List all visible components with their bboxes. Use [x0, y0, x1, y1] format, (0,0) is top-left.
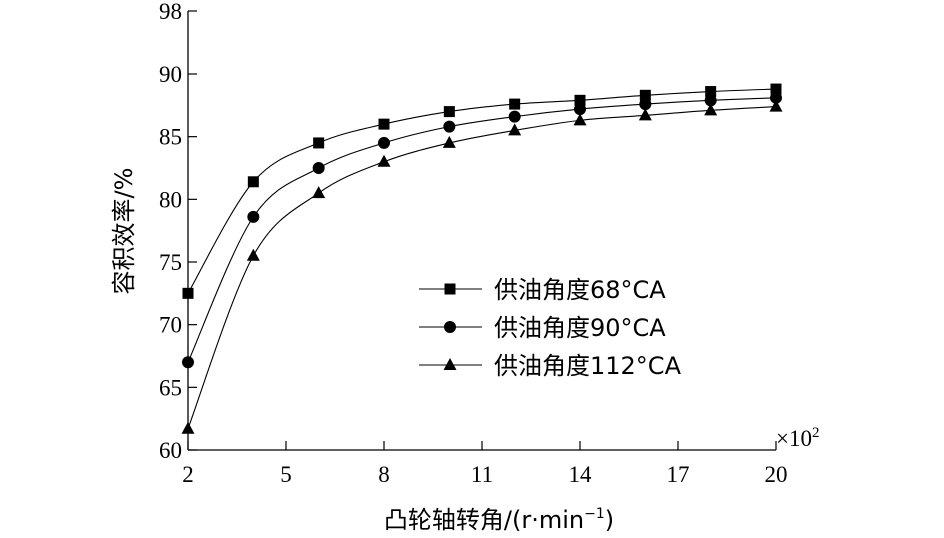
- legend-label: 供油角度112°CA: [494, 352, 682, 380]
- series-triangle: [181, 99, 783, 434]
- series-square: [182, 83, 782, 299]
- data-point: [443, 106, 455, 118]
- y-tick-label: 98: [159, 0, 182, 24]
- legend-label: 供油角度68°CA: [494, 276, 666, 304]
- legend: 供油角度68°CA 供油角度90°CA 供油角度112°CA: [419, 276, 682, 380]
- y-tick-label: 85: [159, 125, 182, 150]
- y-ticks: 60 65 70 75 80 85 90 98: [159, 0, 197, 463]
- x-ticks: 2 5 8 11 14 17 20: [182, 441, 788, 487]
- data-point: [378, 136, 390, 149]
- y-tick-label: 90: [159, 62, 182, 87]
- series-line: [187, 88, 777, 294]
- data-point: [573, 113, 587, 126]
- y-tick-label: 75: [159, 250, 182, 275]
- data-point: [247, 210, 260, 223]
- data-point: [704, 94, 717, 107]
- series-layer: [181, 83, 783, 434]
- data-point: [770, 91, 782, 104]
- legend-item: 供油角度112°CA: [419, 352, 682, 380]
- y-tick-label: 70: [159, 313, 182, 338]
- data-point: [377, 154, 391, 167]
- x-axis-title-sup: −1: [584, 506, 605, 522]
- x-tick-label: 17: [667, 462, 690, 487]
- data-point: [378, 118, 390, 130]
- x-tick-label: 20: [765, 462, 788, 487]
- data-point: [574, 94, 586, 106]
- data-point: [639, 98, 652, 111]
- legend-marker: [443, 358, 457, 370]
- x-tick-label: 11: [471, 462, 493, 487]
- y-axis-title: 容积效率/%: [110, 168, 138, 295]
- x-multiplier-exponent: 2: [812, 425, 820, 441]
- x-axis-title-close: ): [605, 506, 614, 534]
- x-tick-label: 2: [182, 462, 194, 487]
- x-axis-title: 凸轮轴转角/(r·min−1): [384, 506, 614, 534]
- data-point: [769, 99, 783, 112]
- data-point: [312, 162, 325, 174]
- series-line: [187, 106, 777, 429]
- series-line: [187, 97, 777, 363]
- data-point: [704, 103, 718, 116]
- data-point: [182, 356, 194, 369]
- legend-marker: [444, 321, 456, 333]
- data-point: [508, 123, 522, 136]
- data-point: [770, 83, 782, 95]
- data-point: [246, 248, 260, 261]
- x-tick-label: 5: [280, 462, 292, 487]
- x-tick-label: 8: [378, 462, 390, 487]
- data-point: [442, 135, 456, 148]
- legend-label: 供油角度90°CA: [494, 314, 666, 342]
- y-tick-label: 80: [159, 187, 182, 212]
- data-point: [181, 421, 195, 434]
- x-tick-label: 14: [569, 462, 593, 487]
- data-point: [574, 103, 586, 116]
- data-point: [312, 186, 326, 199]
- y-tick-label: 60: [159, 438, 182, 463]
- data-point: [182, 287, 194, 299]
- x-axis-title-main: 凸轮轴转角/(r·min: [384, 506, 584, 534]
- axes: [187, 11, 776, 451]
- data-point: [638, 108, 652, 121]
- data-point: [509, 98, 521, 110]
- x-multiplier-label: ×102: [776, 425, 819, 451]
- data-point: [508, 110, 521, 123]
- data-point: [313, 137, 325, 149]
- y-tick-label: 65: [159, 375, 182, 400]
- legend-item: 供油角度68°CA: [419, 276, 666, 304]
- data-point: [639, 89, 651, 101]
- data-point: [443, 120, 456, 133]
- data-point: [705, 86, 717, 98]
- x-multiplier-base: ×10: [776, 426, 812, 451]
- data-point: [247, 176, 259, 188]
- legend-item: 供油角度90°CA: [419, 314, 666, 342]
- legend-marker: [444, 283, 456, 295]
- series-circle: [182, 91, 782, 369]
